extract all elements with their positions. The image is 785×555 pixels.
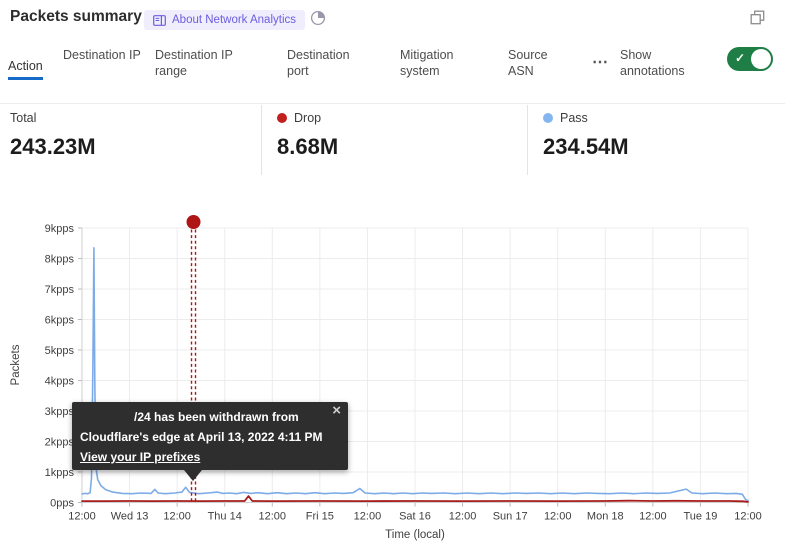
tab-destination-ip[interactable]: Destination IP (63, 47, 143, 63)
y-tick-label: 5kpps (45, 345, 75, 357)
stat-drop[interactable]: Drop 8.68M (277, 110, 338, 160)
about-network-analytics-badge[interactable]: About Network Analytics (144, 10, 306, 30)
x-tick-label: Mon 18 (587, 511, 624, 523)
stats-divider (527, 105, 528, 175)
x-tick-label: 12:00 (639, 511, 667, 523)
popout-icon[interactable] (750, 10, 765, 25)
view-ip-prefixes-link[interactable]: View your IP prefixes (80, 450, 201, 464)
stats-top-divider (0, 103, 785, 104)
y-axis-title: Packets (10, 344, 22, 386)
show-annotations-label: Show annotations (620, 48, 685, 78)
x-tick-label: 12:00 (449, 511, 477, 523)
annotation-marker[interactable] (186, 215, 201, 229)
x-tick-label: 12:00 (544, 511, 572, 523)
tab-mitigation-system-label: Mitigation system (400, 48, 454, 78)
tab-source-asn-label: Source ASN (508, 48, 548, 78)
x-tick-label: Tue 19 (684, 511, 718, 523)
show-annotations-toggle[interactable]: ✓ (727, 47, 773, 71)
y-tick-label: 3kpps (45, 406, 75, 418)
stat-pass-label: Pass (560, 111, 588, 125)
drop-legend-dot (277, 113, 287, 123)
x-tick-label: Thu 14 (208, 511, 242, 523)
x-tick-label: Wed 13 (111, 511, 149, 523)
tab-action[interactable]: Action (8, 58, 43, 80)
pass-series-line (81, 247, 749, 502)
y-tick-label: 9kpps (45, 223, 75, 235)
stat-drop-label: Drop (294, 111, 322, 125)
toggle-knob (751, 49, 771, 69)
x-axis-title: Time (local) (385, 529, 445, 541)
badge-label: About Network Analytics (172, 14, 297, 26)
drop-series-line (81, 495, 749, 503)
check-icon: ✓ (735, 51, 746, 65)
y-tick-label: 6kpps (45, 315, 75, 327)
tab-destination-ip-label: Destination IP (63, 48, 141, 62)
stat-total-label: Total (10, 111, 37, 125)
annotation-tooltip: × /24 has been withdrawn from Cloudflare… (72, 402, 348, 481)
tab-action-label: Action (8, 59, 43, 73)
history-icon[interactable] (310, 10, 326, 26)
x-tick-label: Sun 17 (493, 511, 528, 523)
stat-drop-value: 8.68M (277, 134, 339, 159)
x-tick-label: Sat 16 (399, 511, 431, 523)
tab-destination-port-label: Destination port (287, 48, 350, 78)
pass-legend-dot (543, 113, 553, 123)
tab-mitigation-system[interactable]: Mitigation system (400, 47, 488, 79)
book-icon (153, 14, 166, 26)
more-tabs-button[interactable]: ⋯ (592, 54, 609, 71)
tooltip-line1: /24 has been withdrawn from (134, 410, 299, 424)
y-tick-label: 4kpps (45, 376, 75, 388)
tab-destination-ip-range-label: Destination IP range (155, 48, 233, 78)
x-tick-label: 12:00 (354, 511, 382, 523)
x-tick-label: Fri 15 (306, 511, 334, 523)
y-tick-label: 7kpps (45, 284, 75, 296)
tab-source-asn[interactable]: Source ASN (508, 47, 568, 79)
y-tick-label: 8kpps (45, 254, 75, 266)
tooltip-line2: Cloudflare's edge at April 13, 2022 4:11… (80, 430, 323, 444)
stat-pass-value: 234.54M (543, 134, 629, 159)
stat-total-value: 243.23M (10, 134, 96, 159)
stat-pass[interactable]: Pass 234.54M (543, 110, 629, 160)
stat-total: Total 243.23M (10, 110, 96, 160)
x-tick-label: 12:00 (734, 511, 762, 523)
page-title: Packets summary (10, 8, 142, 25)
tab-destination-ip-range[interactable]: Destination IP range (155, 47, 259, 79)
x-tick-label: 12:00 (163, 511, 191, 523)
stats-divider (261, 105, 262, 175)
x-tick-label: 12:00 (259, 511, 287, 523)
x-tick-label: 12:00 (68, 511, 96, 523)
close-icon[interactable]: × (332, 402, 341, 419)
y-tick-label: 1kpps (45, 467, 75, 479)
y-tick-label: 0pps (50, 498, 74, 510)
y-tick-label: 2kpps (45, 437, 75, 449)
tab-destination-port[interactable]: Destination port (287, 47, 371, 79)
